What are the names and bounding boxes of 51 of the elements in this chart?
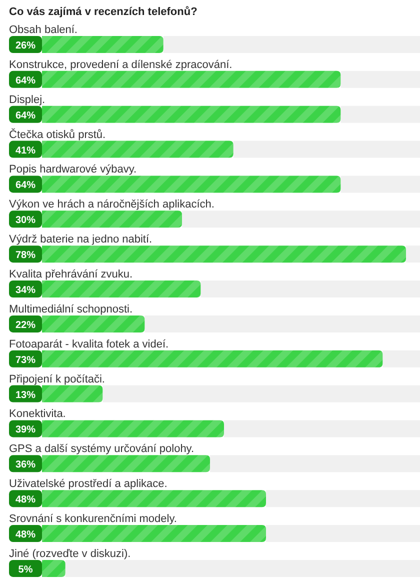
percent-badge: 64%	[9, 70, 42, 88]
y-tick-label: Čtečka otisků prstů.	[9, 128, 106, 141]
percent-badge: 26%	[9, 36, 42, 53]
bar	[42, 560, 66, 577]
percent-badge: 13%	[9, 385, 42, 402]
y-tick-label: Displej.	[9, 94, 46, 106]
percent-badge: 30%	[9, 210, 42, 228]
percent-badge: 48%	[9, 525, 42, 542]
percent-badge: 22%	[9, 315, 42, 332]
data-label: 48%	[15, 530, 36, 541]
data-label: 36%	[15, 460, 36, 471]
data-label: 64%	[15, 180, 36, 192]
y-tick-label: Srovnání s konkurenčními modely.	[9, 513, 177, 526]
y-tick-label: GPS a další systémy určování polohy.	[9, 443, 194, 456]
data-label: 48%	[15, 494, 36, 506]
y-tick-label: Kvalita přehrávání zvuku.	[9, 268, 133, 281]
bar	[42, 385, 103, 402]
y-tick-label: Obsah balení.	[9, 24, 78, 36]
y-tick-label: Konstrukce, provedení a dílenské zpracování.	[9, 58, 232, 71]
data-label: 34%	[15, 285, 36, 296]
percent-badge: 41%	[9, 140, 42, 158]
percent-badge: 73%	[9, 350, 42, 368]
y-tick-label: Výdrž baterie na jedno nabití.	[9, 234, 152, 246]
y-tick-label: Uživatelské prostředí a aplikace.	[9, 478, 168, 490]
percent-badge: 48%	[9, 490, 42, 508]
data-label: 64%	[15, 75, 36, 86]
percent-badge: 36%	[9, 455, 42, 472]
data-label: 5%	[18, 564, 33, 576]
data-label: 78%	[15, 250, 36, 262]
data-label: 13%	[15, 390, 36, 401]
percent-badge: 64%	[9, 106, 42, 123]
data-label: 39%	[15, 424, 36, 436]
chart-title: Co vás zajímá v recenzích telefonů?	[9, 6, 198, 18]
y-tick-label: Fotoaparát - kvalita fotek a videí.	[9, 338, 169, 350]
y-tick-label: Multimediální schopnosti.	[9, 303, 133, 316]
percent-badge: 5%	[9, 560, 42, 577]
data-label: 22%	[15, 320, 36, 331]
y-tick-label: Připojení k počítači.	[9, 373, 105, 386]
data-label: 30%	[15, 215, 36, 226]
percent-badge: 64%	[9, 176, 42, 193]
percent-badge: 34%	[9, 280, 42, 298]
data-label: 26%	[15, 40, 36, 52]
data-label: 64%	[15, 110, 36, 122]
data-label: 73%	[15, 354, 36, 366]
percent-badge: 39%	[9, 420, 42, 438]
percent-badge: 78%	[9, 246, 42, 263]
y-tick-label: Konektivita.	[9, 408, 66, 420]
y-tick-label: Popis hardwarové výbavy.	[9, 164, 137, 176]
y-tick-label: Jiné (rozveďte v diskuzi).	[9, 548, 131, 560]
data-label: 41%	[15, 145, 36, 156]
y-tick-label: Výkon ve hrách a náročnějších aplikacích.	[9, 198, 214, 211]
